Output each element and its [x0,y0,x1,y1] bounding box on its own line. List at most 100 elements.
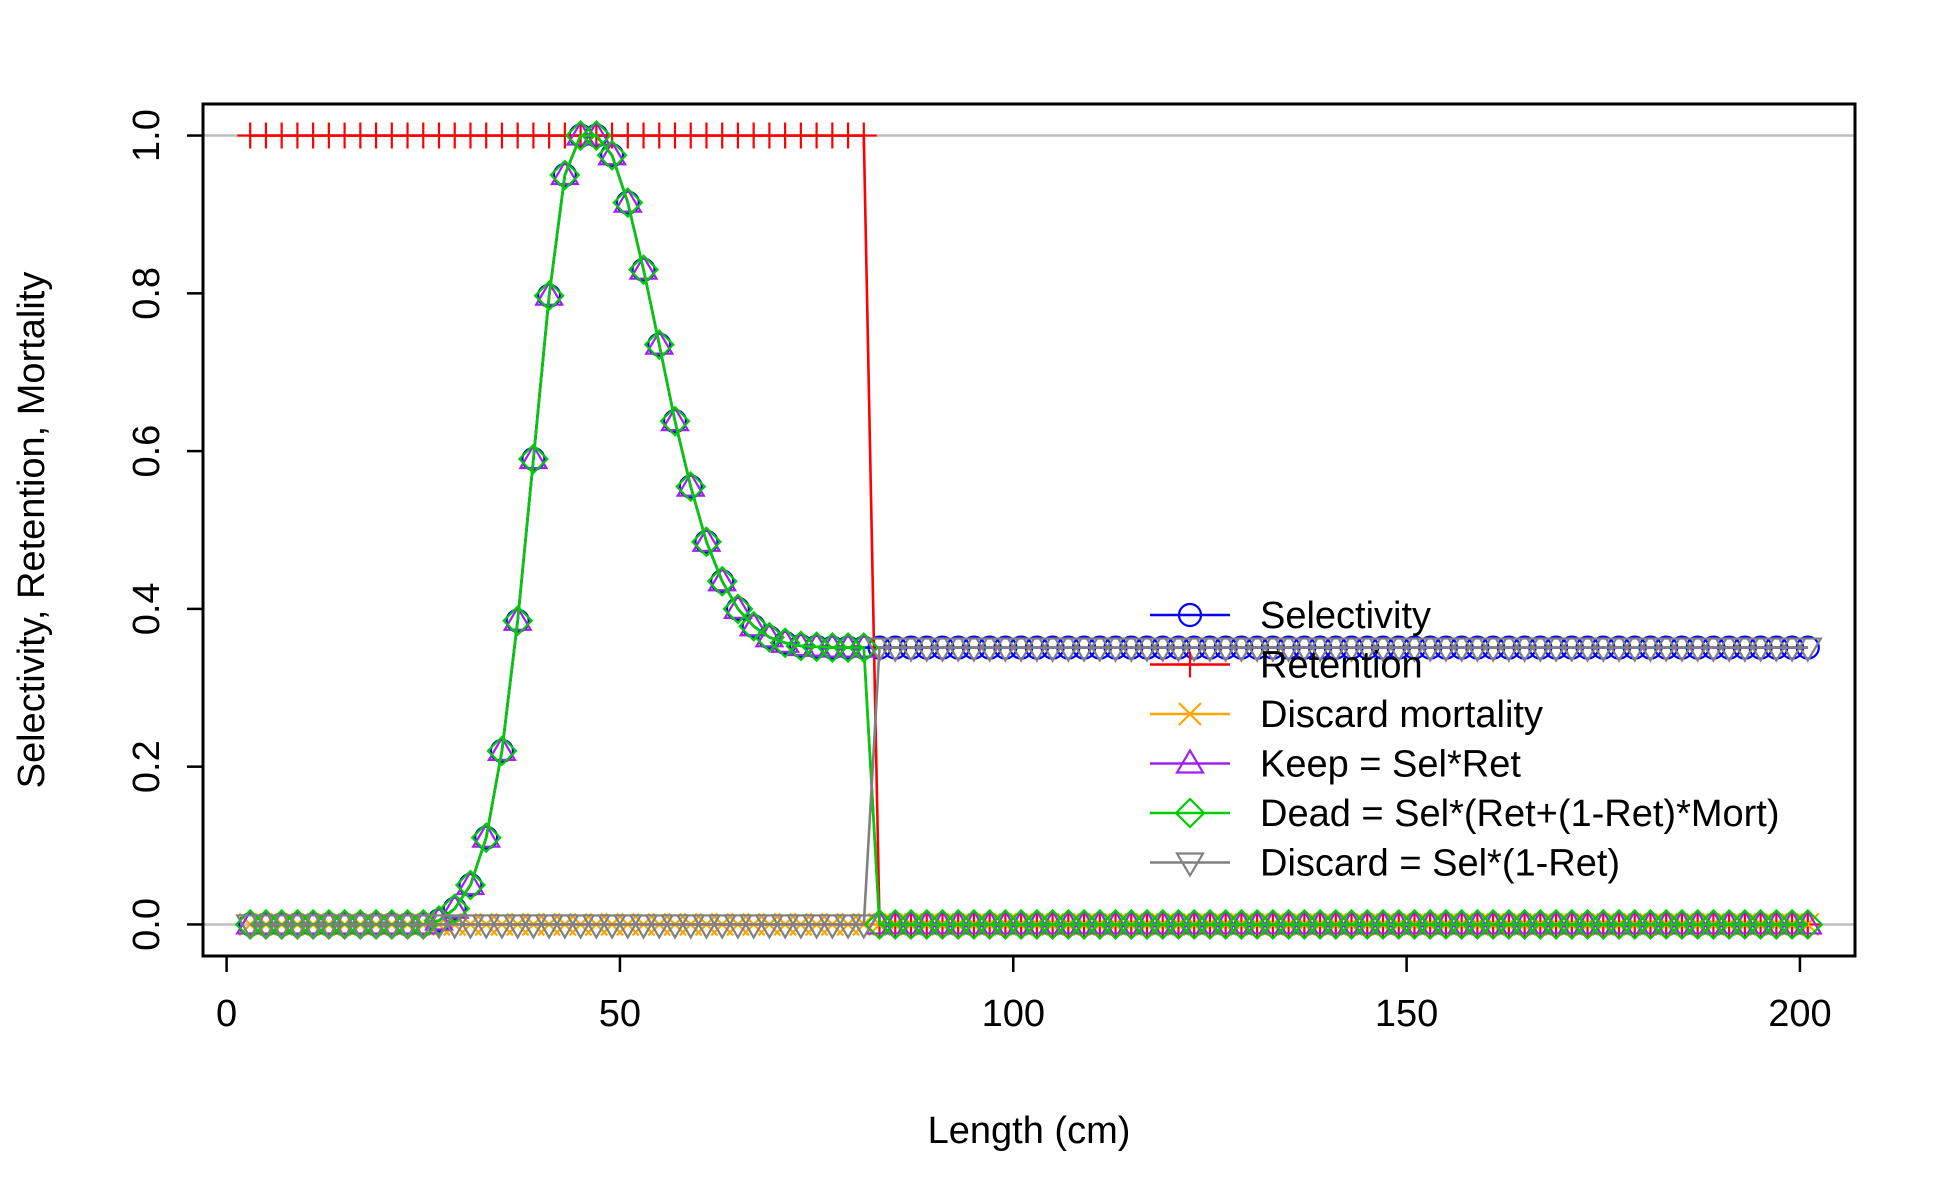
x-tick-label: 50 [599,993,641,1035]
data-point-discard-sel-1-ret [1320,637,1351,663]
data-point-keep-sel-ret [1446,909,1477,935]
data-point-keep-sel-ret [1478,909,1509,935]
data-point-discard-sel-1-ret [723,914,753,940]
series-layer [234,120,1824,940]
data-point-dead-sel-ret-1-ret-mort [454,869,487,901]
data-point-keep-sel-ret [487,735,517,761]
data-point-dead-sel-ret-1-ret-mort [1162,908,1195,940]
data-point-discard-sel-1-ret [455,914,486,940]
data-point-keep-sel-ret [1572,909,1603,935]
data-point-keep-sel-ret [1195,909,1225,935]
data-point-keep-sel-ret [1210,909,1241,935]
data-point-discard-sel-1-ret [424,914,454,940]
data-point-discard-sel-1-ret [1116,637,1147,663]
data-point-keep-sel-ret [1132,909,1162,935]
data-point-discard-sel-1-ret [1132,637,1162,663]
y-tick-label: 0.2 [126,740,168,793]
data-point-dead-sel-ret-1-ret-mort [1509,908,1541,940]
data-point-discard-sel-1-ret [1619,637,1650,663]
legend-item-keep-sel-ret: Keep = Sel*Ret [1150,744,1521,786]
data-point-discard-sel-1-ret [1037,637,1068,663]
data-point-keep-sel-ret [1021,909,1052,935]
data-point-dead-sel-ret-1-ret-mort [1225,908,1257,940]
data-point-dead-sel-ret-1-ret-mort [1320,908,1352,940]
data-point-dead-sel-ret-1-ret-mort [1697,908,1729,940]
data-point-discard-sel-1-ret [1242,637,1273,663]
data-point-discard-sel-1-ret [1415,637,1446,663]
data-point-discard-sel-1-ret [707,914,738,940]
data-point-keep-sel-ret [738,611,769,637]
data-point-discard-sel-1-ret [534,914,565,940]
data-point-keep-sel-ret [1729,909,1760,935]
data-point-discard-sel-1-ret [329,914,360,940]
data-point-dead-sel-ret-1-ret-mort [801,631,833,663]
data-point-dead-sel-ret-1-ret-mort [1745,908,1777,940]
data-point-dead-sel-ret-1-ret-mort [848,631,880,664]
data-point-keep-sel-ret [1006,909,1037,935]
data-point-dead-sel-ret-1-ret-mort [1792,908,1824,940]
legend-label-dead-sel-ret-1-ret-mort: Dead = Sel*(Ret+(1-Ret)*Mort) [1260,793,1780,835]
data-point-dead-sel-ret-1-ret-mort [1257,908,1289,940]
data-point-dead-sel-ret-1-ret-mort [1634,908,1667,940]
data-point-discard-sel-1-ret [1273,637,1304,663]
legend-marker-dead-sel-ret-1-ret-mort [1174,797,1206,829]
data-point-keep-sel-ret [1682,909,1713,935]
series-line-dead-sel-ret-1-ret-mort [250,134,1808,926]
data-point-discard-sel-1-ret [1572,637,1603,663]
data-point-dead-sel-ret-1-ret-mort [1351,908,1383,940]
data-point-discard-sel-1-ret [660,914,690,940]
data-point-dead-sel-ret-1-ret-mort [1619,908,1651,940]
data-point-discard-sel-1-ret [1588,637,1619,663]
data-point-discard-sel-1-ret [1761,637,1792,663]
data-point-dead-sel-ret-1-ret-mort [1052,908,1084,940]
data-point-dead-sel-ret-1-ret-mort [1446,908,1478,940]
data-point-discard-sel-1-ret [675,914,706,940]
data-point-discard-sel-1-ret [1525,637,1556,663]
data-point-dead-sel-ret-1-ret-mort [439,893,471,925]
data-point-dead-sel-ret-1-ret-mort [1540,908,1572,940]
data-point-keep-sel-ret [471,822,502,848]
data-point-keep-sel-ret [644,329,675,355]
data-point-dead-sel-ret-1-ret-mort [580,120,612,152]
legend: Selectivity Retention Discard mortality Kee… [1150,595,1780,885]
data-point-discard-sel-1-ret [644,914,675,940]
data-point-keep-sel-ret [1415,909,1446,935]
data-point-dead-sel-ret-1-ret-mort [1194,908,1226,940]
data-point-keep-sel-ret [1431,909,1461,935]
data-point-discard-sel-1-ret [927,637,958,663]
data-point-dead-sel-ret-1-ret-mort [1682,908,1714,940]
data-point-dead-sel-ret-1-ret-mort [1241,908,1273,940]
data-point-discard-sel-1-ret [959,637,989,663]
data-point-keep-sel-ret [691,526,722,552]
data-point-dead-sel-ret-1-ret-mort [785,630,817,662]
x-axis-title: Length (cm) [928,1110,1131,1152]
data-point-keep-sel-ret [801,631,832,657]
data-point-dead-sel-ret-1-ret-mort [722,593,754,625]
data-point-dead-sel-ret-1-ret-mort [565,120,597,152]
data-point-dead-sel-ret-1-ret-mort [1304,908,1336,940]
data-point-keep-sel-ret [974,909,1005,935]
data-point-dead-sel-ret-1-ret-mort [1776,908,1808,940]
data-point-keep-sel-ret [1226,909,1257,935]
data-point-discard-sel-1-ret [848,914,879,940]
data-point-keep-sel-ret [911,909,942,935]
data-point-keep-sel-ret [1714,909,1745,935]
data-point-keep-sel-ret [1336,909,1367,935]
data-point-discard-sel-1-ret [1336,637,1367,663]
legend-marker-retention [1177,651,1203,678]
data-point-discard-sel-1-ret [943,637,974,663]
data-point-keep-sel-ret [959,909,989,935]
data-point-dead-sel-ret-1-ret-mort [816,631,848,664]
data-point-keep-sel-ret [1541,909,1571,935]
data-point-discard-sel-1-ret [1289,637,1320,663]
data-point-dead-sel-ret-1-ret-mort [1398,908,1431,940]
data-point-keep-sel-ret [833,632,863,658]
data-point-discard-sel-1-ret [471,914,502,940]
data-point-discard-sel-1-ret [1399,637,1430,663]
data-point-dead-sel-ret-1-ret-mort [1037,908,1069,940]
data-point-keep-sel-ret [675,471,706,497]
data-point-keep-sel-ret [990,909,1021,935]
data-point-discard-sel-1-ret [1745,637,1776,663]
data-point-dead-sel-ret-1-ret-mort [502,605,534,637]
